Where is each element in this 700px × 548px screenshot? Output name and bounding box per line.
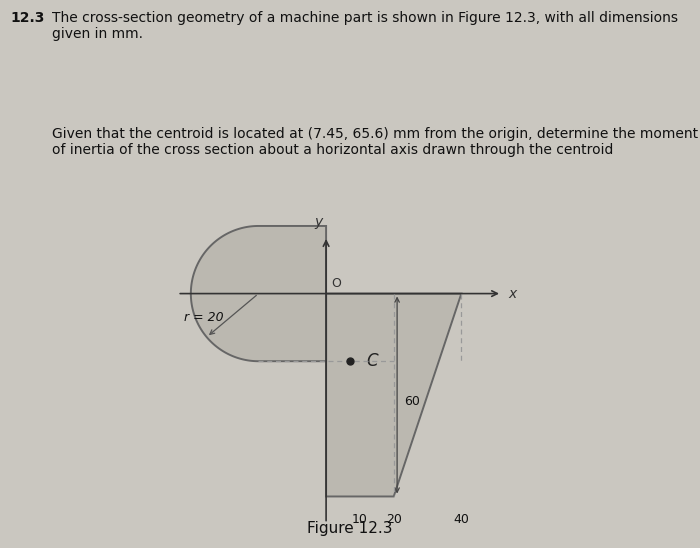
Text: r = 20: r = 20 bbox=[184, 311, 224, 324]
Polygon shape bbox=[191, 226, 326, 361]
Text: Given that the centroid is located at (7.45, 65.6) mm from the origin, determine: Given that the centroid is located at (7… bbox=[52, 127, 699, 157]
Text: The cross-section geometry of a machine part is shown in Figure 12.3, with all d: The cross-section geometry of a machine … bbox=[52, 11, 678, 41]
Polygon shape bbox=[326, 294, 461, 496]
Text: C: C bbox=[367, 352, 378, 370]
Text: 12.3: 12.3 bbox=[10, 11, 45, 25]
Text: x: x bbox=[509, 287, 517, 301]
Text: 60: 60 bbox=[404, 395, 420, 408]
Text: 40: 40 bbox=[454, 513, 469, 527]
Text: Figure 12.3: Figure 12.3 bbox=[307, 521, 393, 536]
Text: y: y bbox=[314, 215, 323, 230]
Text: 20: 20 bbox=[386, 513, 402, 527]
Text: 10: 10 bbox=[352, 513, 368, 527]
Text: O: O bbox=[331, 277, 341, 290]
